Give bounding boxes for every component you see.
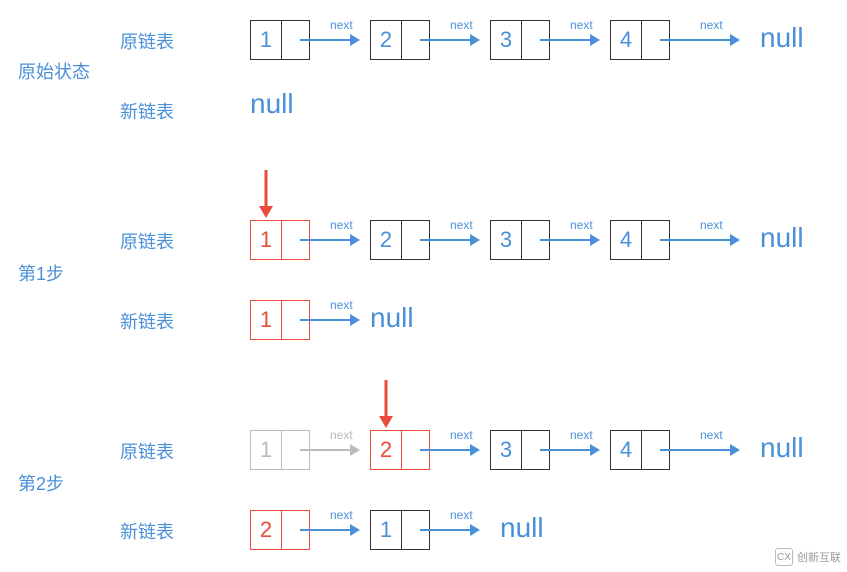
pointer-arrow	[378, 380, 394, 428]
row-label: 新链表	[120, 308, 174, 334]
next-label: next	[450, 428, 473, 442]
next-label: next	[330, 218, 353, 232]
next-arrow	[420, 230, 480, 250]
next-label: next	[570, 18, 593, 32]
null-text: null	[760, 432, 804, 464]
next-arrow	[540, 440, 600, 460]
next-arrow	[420, 440, 480, 460]
node-value: 4	[610, 220, 642, 260]
stage-label: 第2步	[18, 470, 64, 496]
node-value: 2	[370, 220, 402, 260]
node-value: 3	[490, 220, 522, 260]
node-value: 4	[610, 20, 642, 60]
row-label: 新链表	[120, 98, 174, 124]
null-text: null	[370, 302, 414, 334]
node-value: 2	[370, 430, 402, 470]
next-arrow	[300, 230, 360, 250]
node-value: 3	[490, 430, 522, 470]
stage-label: 原始状态	[18, 58, 90, 84]
diagram-canvas: 原始状态原链表1234nextnextnextnextnull新链表null第1…	[0, 0, 847, 572]
row-label: 原链表	[120, 438, 174, 464]
next-arrow	[300, 440, 360, 460]
node-value: 4	[610, 430, 642, 470]
next-arrow	[660, 230, 740, 250]
next-arrow	[420, 520, 480, 540]
next-label: next	[450, 508, 473, 522]
row-label: 原链表	[120, 28, 174, 54]
pointer-arrow	[258, 170, 274, 218]
null-text: null	[760, 222, 804, 254]
next-arrow	[300, 30, 360, 50]
node-value: 1	[250, 300, 282, 340]
next-arrow	[660, 440, 740, 460]
next-arrow	[660, 30, 740, 50]
next-arrow	[300, 310, 360, 330]
next-label: next	[450, 18, 473, 32]
next-arrow	[300, 520, 360, 540]
node-value: 2	[250, 510, 282, 550]
next-label: next	[330, 18, 353, 32]
node-value: 1	[370, 510, 402, 550]
null-text: null	[250, 88, 294, 120]
watermark-text: 创新互联	[797, 549, 841, 565]
next-arrow	[420, 30, 480, 50]
next-label: next	[700, 428, 723, 442]
next-label: next	[700, 18, 723, 32]
watermark-icon: CX	[775, 548, 793, 566]
null-text: null	[500, 512, 544, 544]
next-label: next	[330, 298, 353, 312]
watermark: CX 创新互联	[775, 548, 841, 566]
node-value: 1	[250, 430, 282, 470]
null-text: null	[760, 22, 804, 54]
next-label: next	[700, 218, 723, 232]
row-label: 新链表	[120, 518, 174, 544]
next-label: next	[570, 218, 593, 232]
next-arrow	[540, 230, 600, 250]
next-label: next	[330, 428, 353, 442]
stage-label: 第1步	[18, 260, 64, 286]
next-label: next	[450, 218, 473, 232]
next-label: next	[570, 428, 593, 442]
node-value: 2	[370, 20, 402, 60]
next-label: next	[330, 508, 353, 522]
node-value: 1	[250, 220, 282, 260]
next-arrow	[540, 30, 600, 50]
node-value: 1	[250, 20, 282, 60]
node-value: 3	[490, 20, 522, 60]
row-label: 原链表	[120, 228, 174, 254]
